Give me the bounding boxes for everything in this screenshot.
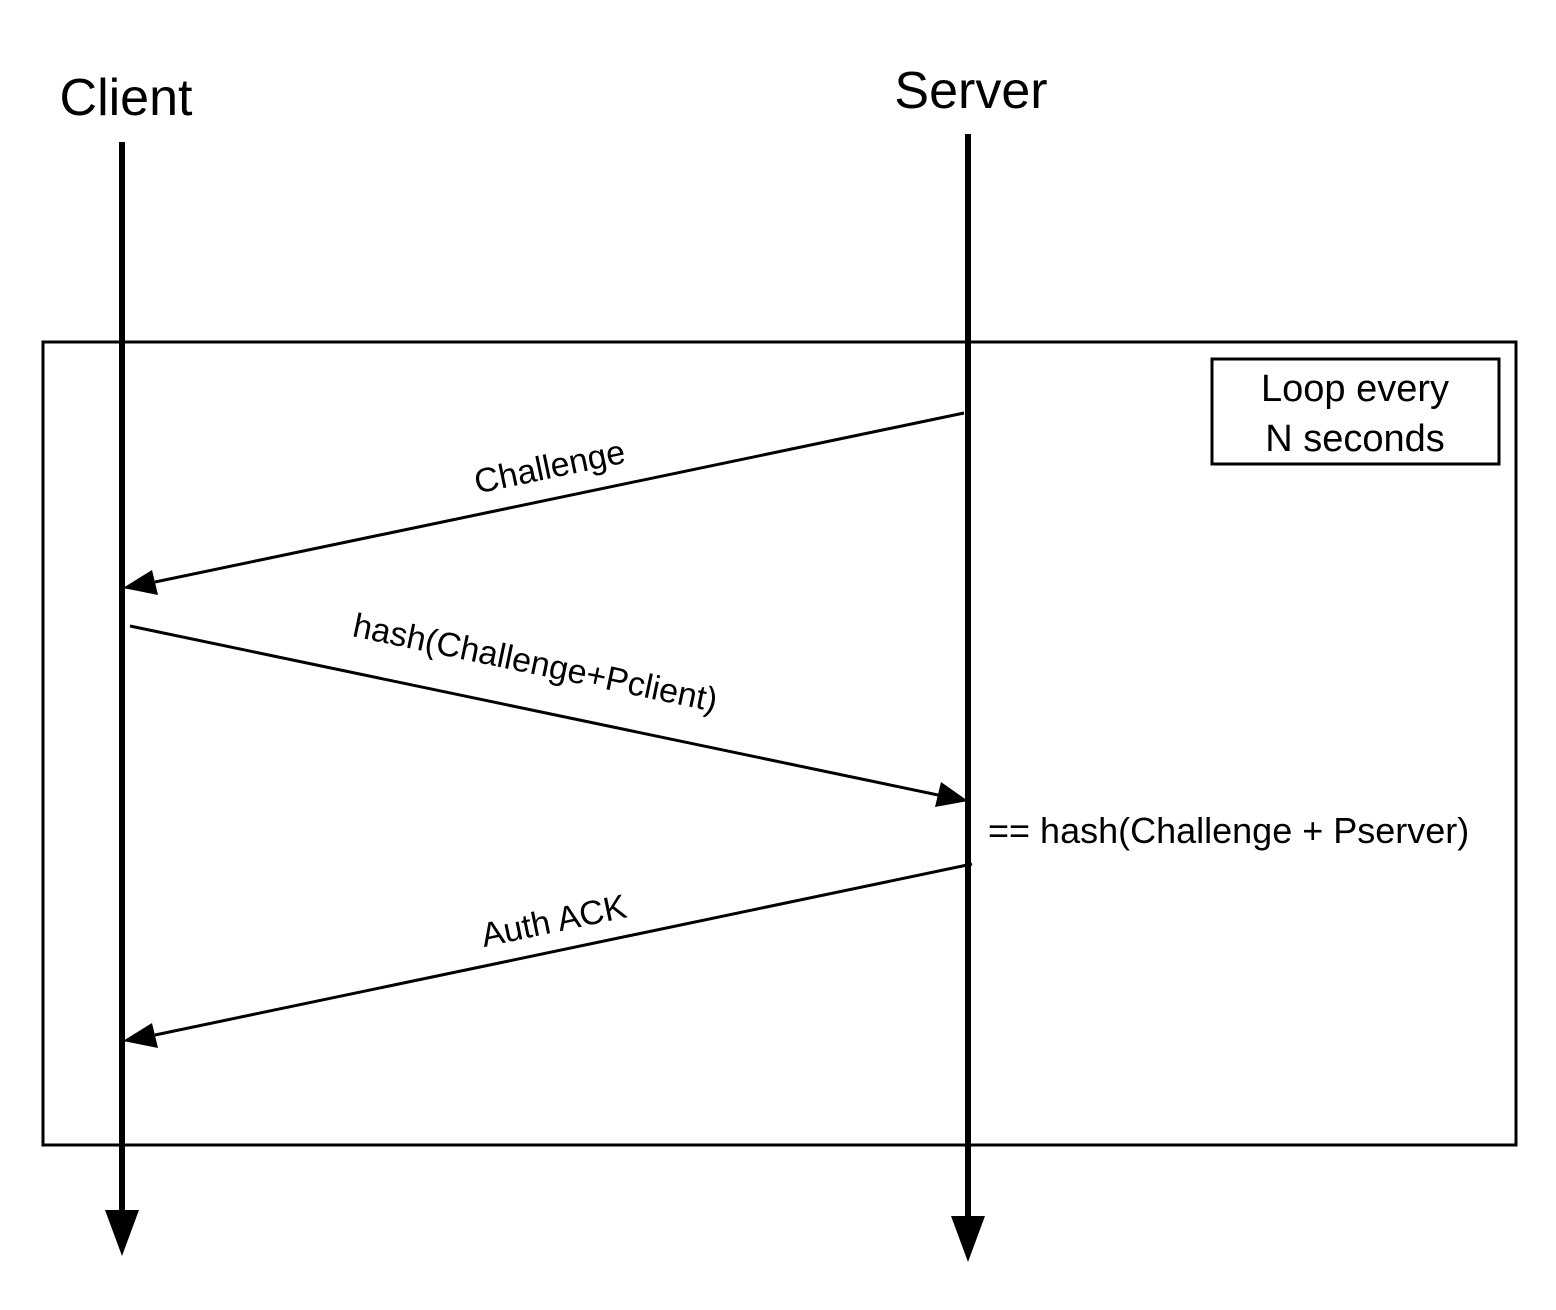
client-lifeline <box>105 142 139 1256</box>
actor-server-label: Server <box>894 62 1047 120</box>
server-comparison-note: == hash(Challenge + Pserver) <box>988 810 1469 851</box>
message-auth-ack-label: Auth ACK <box>478 887 630 954</box>
message-hash-client-arrowhead <box>935 782 968 807</box>
message-hash-client: hash(Challenge+Pclient) <box>129 607 968 807</box>
client-lifeline-arrowhead <box>105 1210 139 1256</box>
server-lifeline-arrowhead <box>951 1216 985 1262</box>
loop-label-box: Loop every N seconds <box>1210 357 1501 466</box>
message-challenge-label: Challenge <box>471 433 629 502</box>
actor-client-label: Client <box>60 69 193 127</box>
message-challenge-arrowhead <box>123 570 158 595</box>
message-auth-ack: Auth ACK <box>123 862 973 1048</box>
message-auth-ack-arrowhead <box>123 1023 158 1048</box>
loop-label-line1: Loop every <box>1261 368 1449 410</box>
loop-frame <box>41 340 1518 1147</box>
message-challenge: Challenge <box>123 411 965 595</box>
loop-label-line2: N seconds <box>1265 418 1445 460</box>
server-lifeline <box>951 134 985 1262</box>
message-hash-client-label: hash(Challenge+Pclient) <box>350 607 721 720</box>
